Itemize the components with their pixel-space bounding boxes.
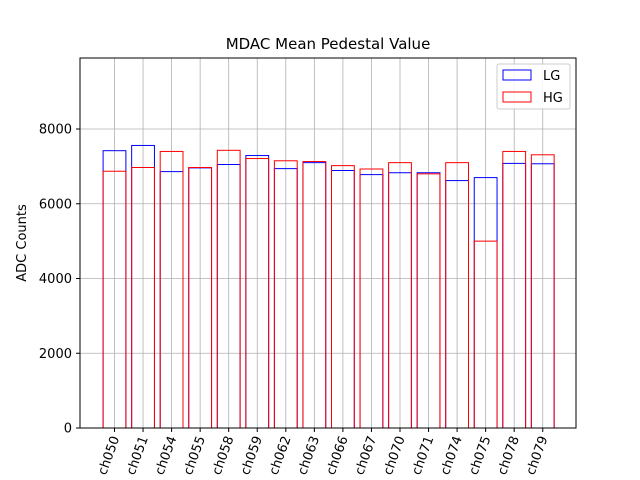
legend-label-lg: LG [543, 69, 560, 84]
y-axis-label: ADC Counts [15, 204, 30, 282]
y-tick-label: 6000 [39, 197, 72, 212]
legend-swatch-lg [502, 69, 532, 81]
y-tick-label: 8000 [39, 123, 72, 138]
plot-frame [79, 57, 577, 429]
grid-layer [80, 58, 576, 429]
y-tick-label: 4000 [39, 272, 72, 287]
legend-label-hg: HG [543, 91, 563, 106]
legend-swatch-hg [502, 91, 532, 103]
legend-box [496, 63, 571, 110]
chart-title: MDAC Mean Pedestal Value [226, 35, 431, 53]
legend: LG HG [496, 63, 571, 110]
y-tick-label: 0 [64, 422, 72, 437]
y-tick-label: 2000 [39, 347, 72, 362]
